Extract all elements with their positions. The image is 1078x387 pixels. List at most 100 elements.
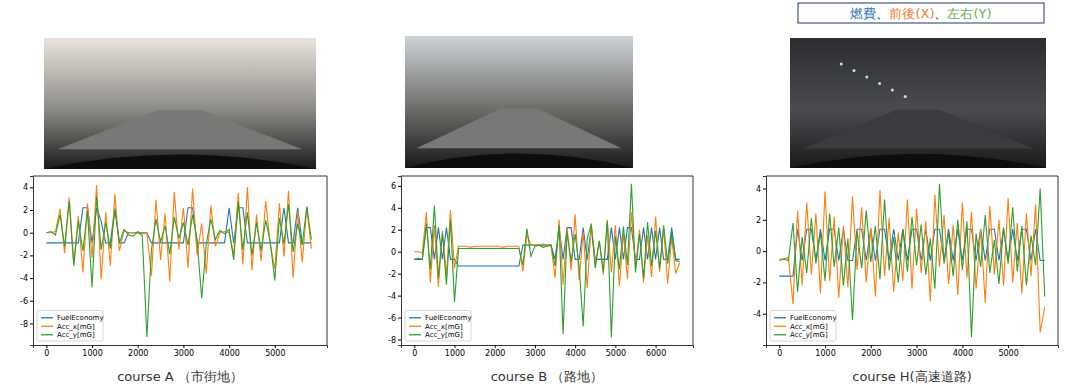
tick-mark [398,340,401,341]
tick-mark [30,278,33,279]
plot-area [414,184,679,338]
tick: 4 [756,185,766,194]
photo-light [865,76,868,79]
photo-light [891,89,894,92]
tick-label: 3000 [907,349,927,358]
legend-label: FuelEconomy [57,314,104,322]
series-line [46,196,311,337]
chart: 0100020003000400050006000-8-6-4-20246cou… [388,176,693,384]
tick-label: 4 [23,183,28,192]
tick: 4000 [953,345,973,358]
tick-label: 3000 [174,349,194,358]
tick-mark [398,274,401,275]
tick: -8 [388,336,401,345]
tick-mark [763,251,766,252]
axis-line [30,177,34,346]
tick-mark [763,282,766,283]
axis-line [763,177,767,346]
tick-label: 4000 [219,349,239,358]
tick: 3000 [907,345,927,358]
banner-segment: 、 [876,6,889,21]
legend-swatch [41,326,53,327]
chart-title: course A （市街地） [117,369,243,384]
tick: -6 [388,314,401,323]
y-axis: -8-6-4-20246 [388,177,401,346]
tick-label: 1000 [445,349,465,358]
tick-label: 0 [777,349,782,358]
tick-mark [414,345,415,348]
tick-mark [275,345,276,348]
tick: -8 [20,320,33,329]
tick-label: 0 [23,229,28,238]
y-axis: -4-2024 [753,177,766,346]
tick-label: 6000 [646,349,666,358]
y-axis: -8 -6 -4 -2 0 2 4 [20,177,33,346]
tick: 2 [23,206,33,215]
photo-frame [405,36,633,168]
legend-label: Acc_x[mG] [790,323,828,331]
photo-light [878,82,881,85]
tick-label: -2 [20,251,28,260]
tick-mark [398,252,401,253]
tick: -4 [388,292,401,301]
chart-title: course B （路地） [491,369,604,384]
series-line [414,184,679,338]
photo-hood [44,155,316,169]
tick: 1000 [815,345,835,358]
legend-label: FuelEconomy [425,314,472,322]
tick: 0 [777,345,782,358]
tick-label: 2 [391,226,396,235]
tick-label: 1000 [82,349,102,358]
tick: -4 [20,274,33,283]
photo-light [840,63,843,66]
photo-hood [790,154,1046,168]
tick-mark [763,314,766,315]
banner-segment: 燃費 [850,6,876,21]
axis-line [34,346,328,349]
tick-mark [92,345,93,348]
legend: FuelEconomyAcc_x[mG]Acc_y[mG] [37,311,104,342]
banner-segment: 、 [934,6,947,21]
tick-mark [30,255,33,256]
legend-label: FuelEconomy [790,314,837,322]
photo-road [58,110,303,149]
tick: 4000 [219,345,239,358]
x-axis: 0100020003000400050006000 [402,345,694,358]
tick-label: 0 [412,349,417,358]
tick-mark [30,210,33,211]
frame [327,176,328,345]
legend-label: Acc_x[mG] [57,323,95,331]
tick: 3000 [174,345,194,358]
tick-mark [763,220,766,221]
frame [766,176,1058,177]
legend-box [770,311,836,342]
plot-area [46,185,311,337]
tick-label: 2 [23,206,28,215]
tick-label: -6 [20,297,28,306]
tick-label: -6 [388,314,396,323]
legend-swatch [409,317,421,318]
tick-mark [575,345,576,348]
tick: 4 [23,183,33,192]
tick-mark [30,187,33,188]
legend-swatch [774,334,786,335]
photo-light [904,95,907,98]
legend-swatch [409,334,421,335]
chart: 010002000300040005000-8-6-4-2024course A… [20,176,327,384]
tick-mark [183,345,184,348]
tick: 5000 [265,345,285,358]
tick: 5000 [606,345,626,358]
photo-road [416,109,621,149]
photo-frame [44,38,316,169]
legend-swatch [409,326,421,327]
tick: 0 [44,345,49,358]
tick-mark [779,345,780,348]
tick-label: -4 [388,292,396,301]
x-axis: 010002000300040005000 [34,345,328,358]
tick-label: 2000 [861,349,881,358]
tick-mark [46,345,47,348]
tick-label: -8 [388,336,396,345]
tick-label: -4 [753,310,761,319]
tick-label: 2000 [485,349,505,358]
tick: 5000 [998,345,1018,358]
